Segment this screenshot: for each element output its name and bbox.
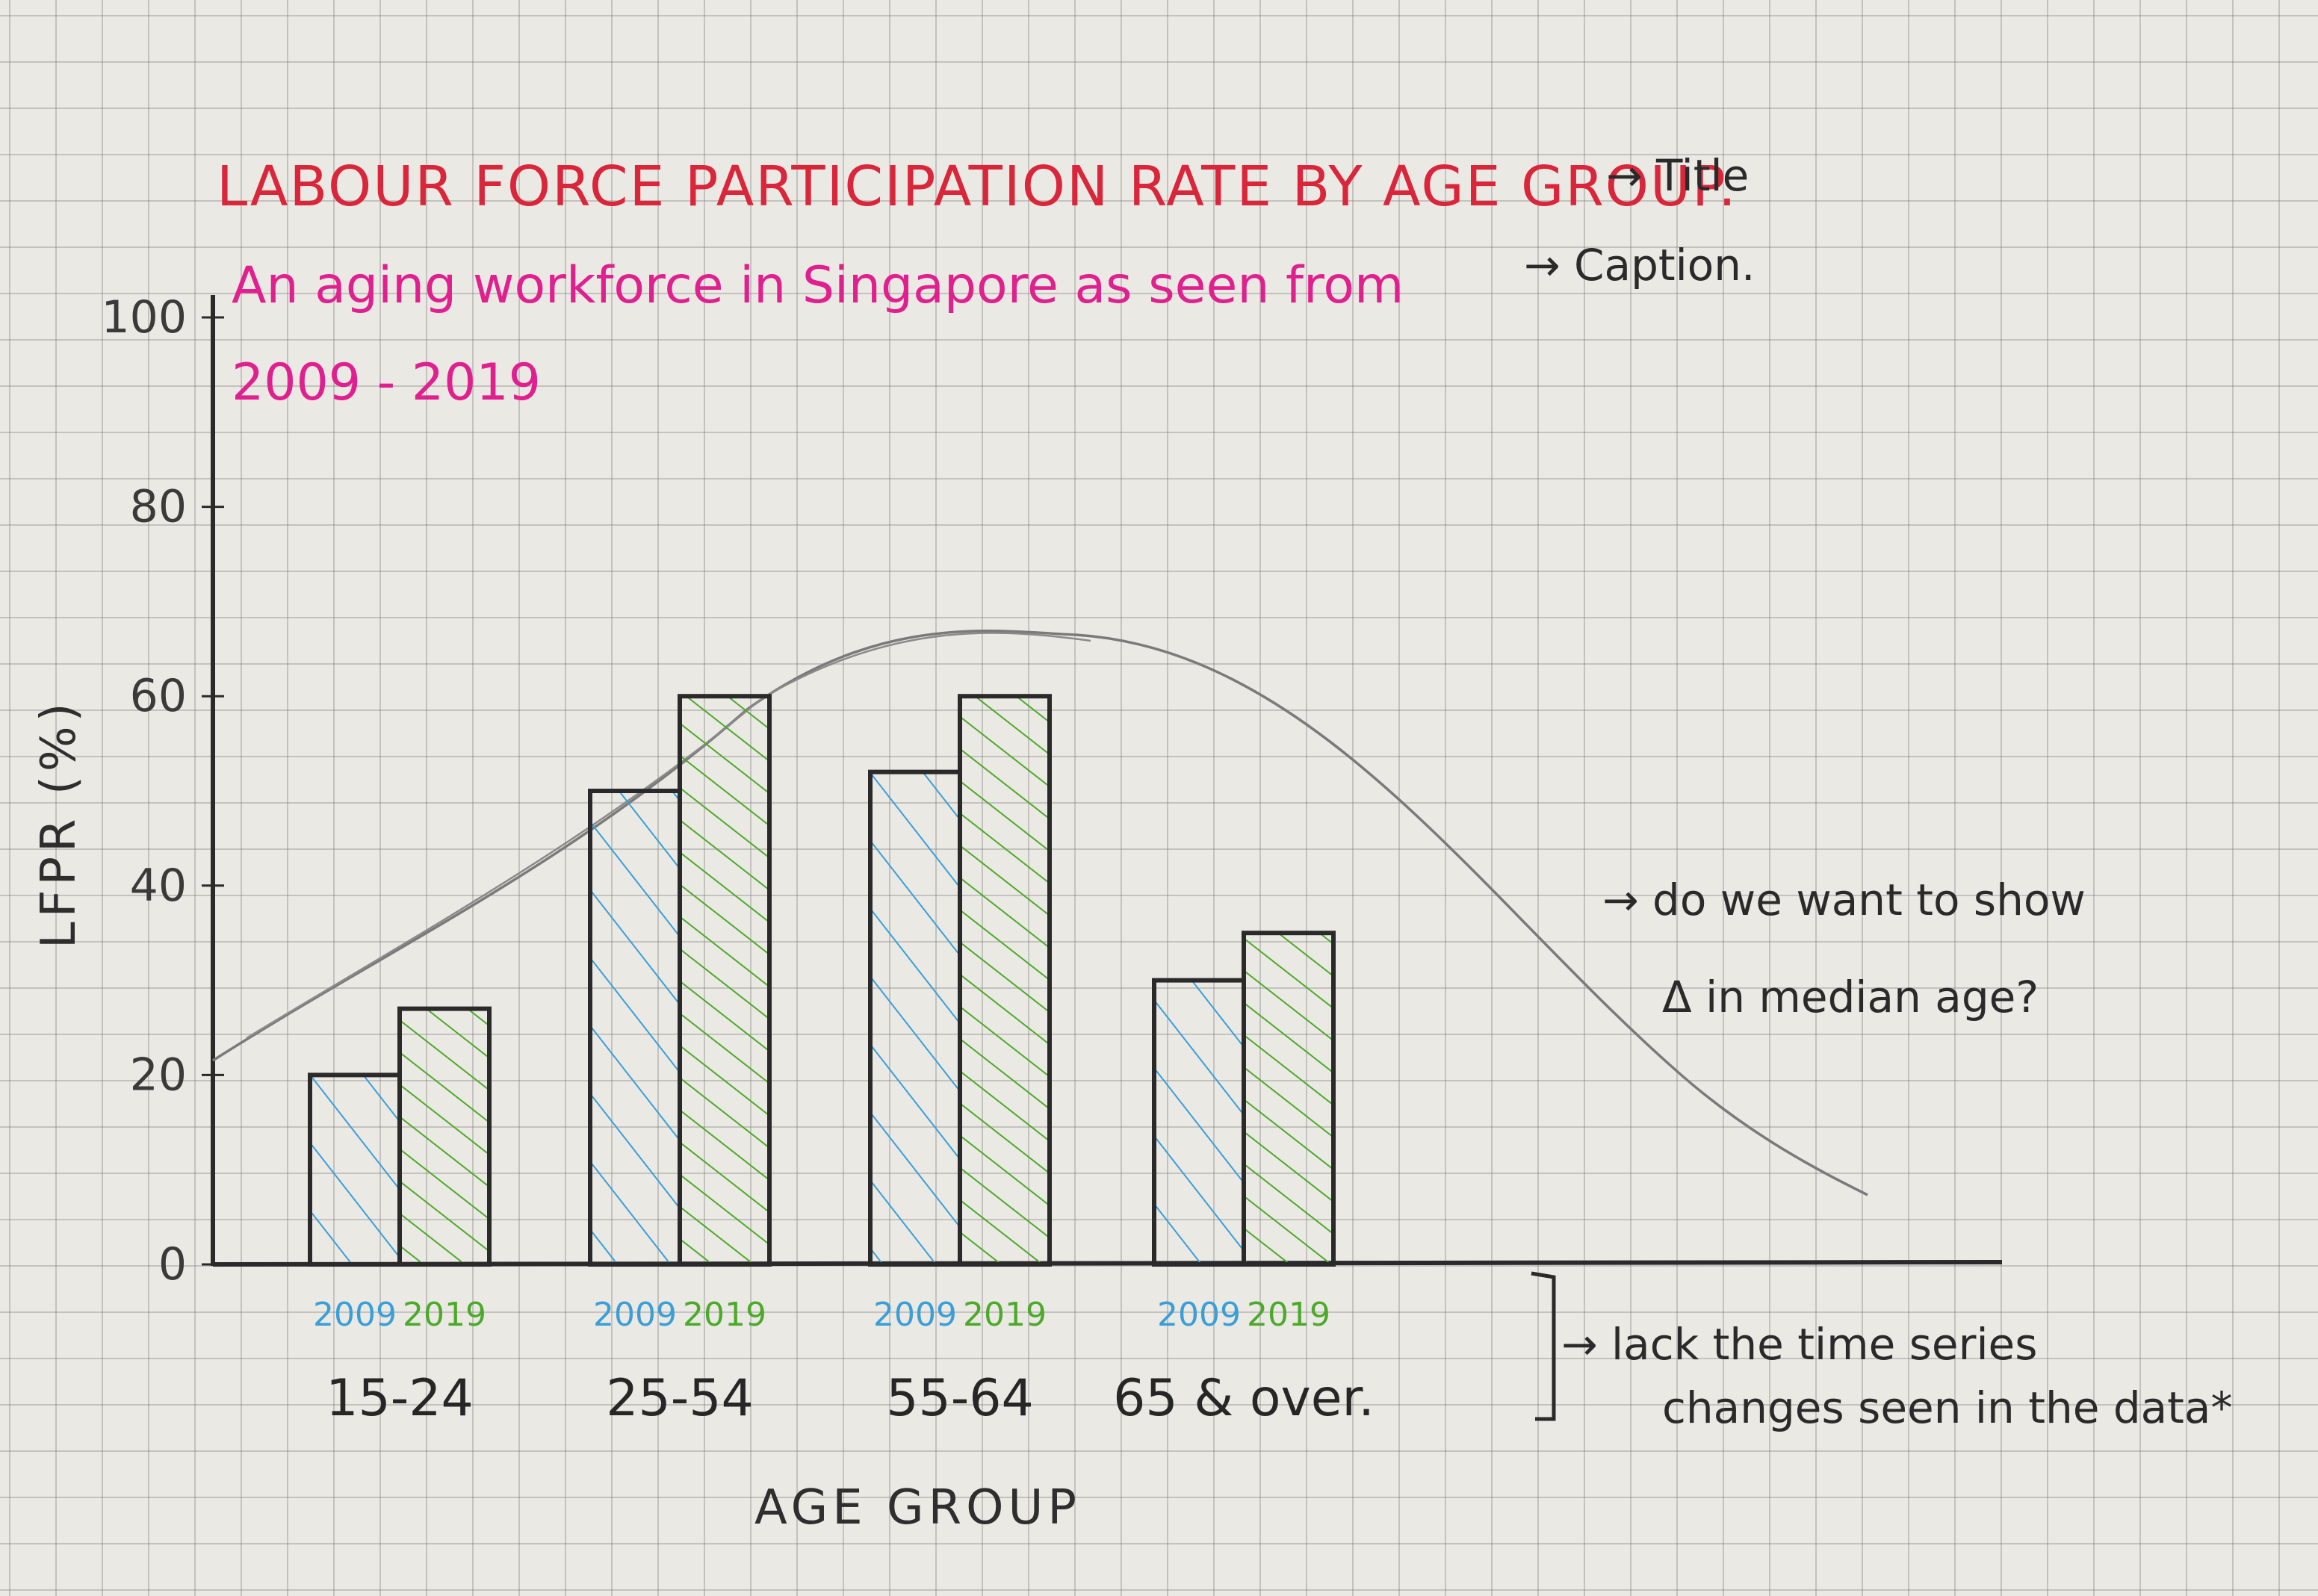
y-tick-group: 0 20 40 60 80 100 [101, 291, 224, 1291]
caption-arrow-note: → Caption. [1524, 240, 1755, 291]
y-tick-label: 20 [130, 1049, 187, 1101]
median-age-note-line1: → do we want to show [1602, 875, 2086, 925]
bar-year-label: 2009 [873, 1296, 957, 1334]
y-axis-label: LFPR (%) [31, 698, 87, 948]
x-category-label: 25-54 [606, 1369, 754, 1428]
median-age-note-line2: Δ in median age? [1662, 972, 2039, 1022]
bar-group [308, 694, 1336, 1267]
bar-year-label: 2019 [1247, 1296, 1330, 1334]
bar-2019 [397, 1006, 492, 1267]
y-tick-label: 40 [130, 860, 187, 912]
timeseries-note-line1: → lack the time series [1561, 1319, 2037, 1370]
bar-year-label: 2019 [403, 1296, 486, 1334]
chart-subtitle-line1: An aging workforce in Singapore as seen … [232, 256, 1404, 315]
y-tick-label: 80 [130, 481, 187, 533]
y-tick-label: 60 [130, 670, 187, 722]
chart-subtitle-line2: 2009 - 2019 [232, 353, 541, 412]
x-category-label: 55-64 [886, 1369, 1034, 1428]
category-bracket [1531, 1271, 1556, 1421]
bar-year-label: 2009 [1157, 1296, 1241, 1334]
bar-year-label: 2009 [593, 1296, 677, 1334]
chart-title: LABOUR FORCE PARTICIPATION RATE BY AGE G… [217, 155, 1738, 219]
bar-2009 [1152, 978, 1246, 1267]
bar-2009 [588, 789, 682, 1267]
x-axis-line [212, 1260, 2003, 1267]
bar-2009 [868, 769, 962, 1267]
bar-2019 [958, 694, 1052, 1267]
bar-year-label: 2009 [313, 1296, 397, 1334]
x-category-label: 15-24 [326, 1369, 474, 1428]
x-axis-label: AGE GROUP [754, 1480, 1081, 1536]
y-tick-label: 100 [101, 291, 187, 344]
bar-2019 [1242, 931, 1336, 1267]
trend-curve [212, 630, 1868, 1196]
bar-year-label: 2019 [683, 1296, 766, 1334]
bar-2009 [308, 1072, 402, 1267]
y-tick-label: 0 [158, 1238, 187, 1291]
bar-year-label: 2019 [963, 1296, 1047, 1334]
bar-2019 [678, 694, 772, 1267]
x-category-label: 65 & over. [1113, 1369, 1375, 1428]
timeseries-note-line2: changes seen in the data* [1662, 1382, 2232, 1433]
title-arrow-note: → Title [1606, 150, 1749, 201]
